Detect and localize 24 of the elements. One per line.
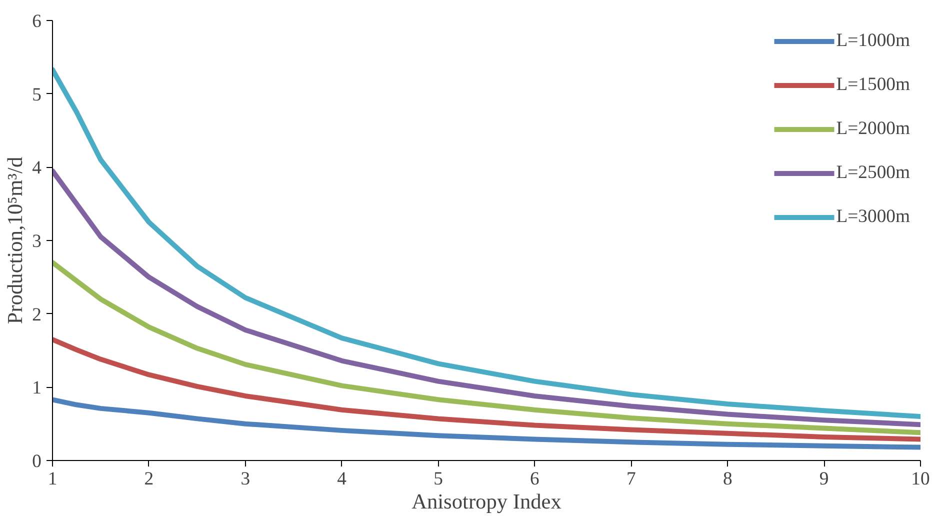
x-tick-label: 8 (722, 468, 732, 490)
legend-label: L=2000m (836, 118, 910, 140)
x-tick-label: 9 (819, 468, 829, 490)
x-tick-label: 6 (530, 468, 540, 490)
y-tick-label: 0 (32, 451, 42, 472)
y-axis-title: Production,10⁵m³/d (3, 156, 28, 324)
legend-label: L=2500m (836, 162, 910, 184)
x-axis-title: Anisotropy Index (412, 490, 562, 514)
y-tick-label: 4 (32, 158, 42, 179)
x-tick-label: 7 (626, 468, 636, 490)
x-tick-label: 5 (434, 468, 443, 490)
x-tick-label: 10 (911, 468, 930, 490)
x-tick-label: 2 (144, 468, 154, 490)
y-tick-label: 2 (32, 304, 42, 326)
x-tick-label: 1 (48, 468, 58, 490)
y-tick-label: 3 (32, 231, 42, 252)
y-tick-label: 5 (32, 84, 42, 106)
x-tick-label: 3 (240, 468, 250, 490)
legend-label: L=1500m (836, 74, 910, 96)
x-tick-label: 4 (337, 468, 348, 490)
y-tick-label: 6 (32, 11, 42, 32)
legend-label: L=1000m (836, 30, 910, 52)
legend-label: L=3000m (836, 206, 910, 228)
y-tick-label: 1 (32, 378, 42, 399)
